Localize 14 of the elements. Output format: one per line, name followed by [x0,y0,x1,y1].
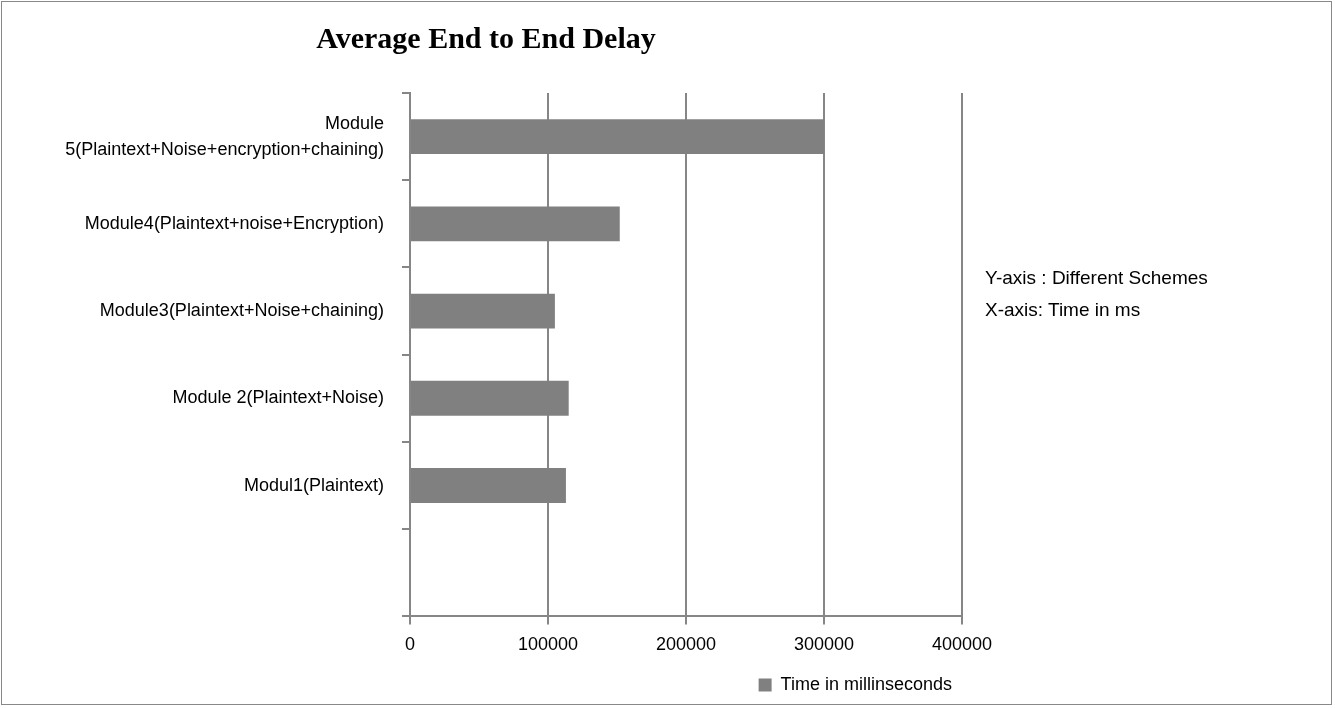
x-tick-label: 200000 [655,634,717,655]
x-tick-label: 0 [404,634,416,655]
text: Y-axis : Different Schemes [985,266,1208,290]
text: X-axis: Time in ms [985,298,1142,322]
legend-label: Time in millinseconds [780,673,952,694]
y-tick-label: Module3(Plaintext+Noise+chaining) [99,300,384,321]
y-tick-label: Module 2(Plaintext+Noise) [172,387,384,408]
x-tick-label: 400000 [931,634,993,655]
y-tick-label: Module 5(Plaintext+Noise+encryption+chaining) [65,112,384,159]
y-tick-label: Modul1(Plaintext) [243,474,384,495]
x-tick-label: 100000 [517,634,579,655]
x-tick-label: 300000 [793,634,855,655]
chart-title: Average End to End Delay [316,20,656,54]
y-tick-label: Module4(Plaintext+noise+Encryption) [84,212,384,233]
